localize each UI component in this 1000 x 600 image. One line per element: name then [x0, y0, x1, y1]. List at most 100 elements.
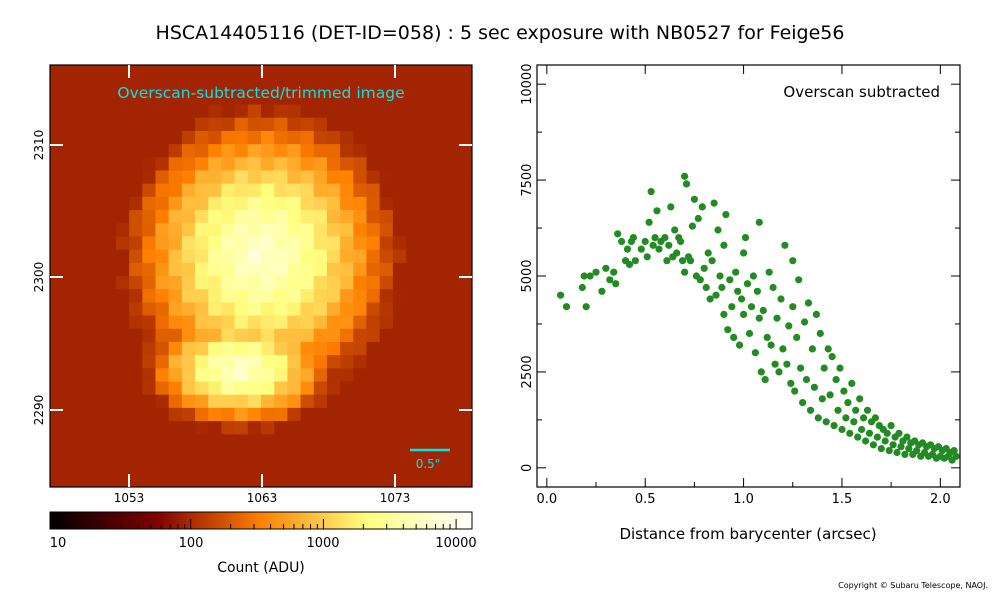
heatmap-cell: [313, 434, 328, 448]
heatmap-cell: [76, 368, 90, 382]
heatmap-cell: [50, 223, 64, 237]
heatmap-cell: [129, 144, 143, 158]
heatmap-cell: [129, 170, 143, 185]
heatmap-cell: [221, 341, 236, 356]
heatmap-cell: [392, 341, 407, 356]
heatmap-cell: [76, 328, 90, 343]
heatmap-cell: [181, 262, 196, 277]
heatmap-cell: [392, 236, 407, 251]
heatmap-cell: [115, 117, 130, 132]
heatmap-cell: [326, 460, 341, 475]
heatmap-cell: [419, 381, 433, 396]
heatmap-cell: [221, 276, 236, 290]
heatmap-cell: [129, 236, 143, 251]
heatmap-cell: [458, 210, 473, 224]
heatmap-cell: [445, 460, 460, 475]
heatmap-cell: [221, 434, 236, 448]
heatmap-cell: [102, 434, 117, 448]
heatmap-cell: [379, 447, 394, 462]
heatmap-cell: [366, 78, 381, 92]
image-ticks: [50, 65, 472, 487]
heatmap-cell: [287, 157, 301, 171]
scatter-point: [860, 414, 868, 422]
heatmap-cell: [379, 341, 394, 356]
heatmap-cell: [326, 302, 341, 316]
heatmap-cell: [234, 170, 249, 185]
heatmap-cell: [300, 170, 315, 185]
heatmap-cell: [247, 368, 262, 382]
heatmap-cell: [419, 144, 433, 158]
heatmap-cell: [419, 368, 433, 382]
scatter-point: [706, 295, 714, 303]
heatmap-cell: [195, 196, 209, 211]
heatmap-cell: [419, 315, 433, 330]
heatmap-cell: [340, 276, 354, 290]
heatmap-cell: [142, 130, 156, 145]
heatmap-cell: [63, 130, 77, 145]
heatmap-cell: [445, 170, 460, 185]
heatmap-cell: [261, 262, 275, 277]
heatmap-cell: [208, 421, 222, 435]
heatmap-cell: [366, 196, 381, 211]
plot-area: [536, 64, 961, 488]
heatmap-cell: [102, 355, 117, 369]
heatmap-cell: [142, 157, 156, 171]
heatmap-cell: [353, 328, 367, 343]
scatter-point: [651, 234, 659, 242]
heatmap-cell: [155, 407, 170, 422]
heatmap-cell: [155, 341, 170, 356]
heatmap-cell: [458, 249, 473, 264]
heatmap-cell: [168, 144, 183, 158]
heatmap-cell: [274, 368, 288, 382]
heatmap-cell: [221, 355, 236, 369]
heatmap-cell: [195, 262, 209, 277]
heatmap-cell: [300, 78, 315, 92]
heatmap-cell: [326, 249, 341, 264]
heatmap-cell: [353, 196, 367, 211]
heatmap-cell: [379, 434, 394, 448]
heatmap-cell: [247, 302, 262, 316]
heatmap-cell: [102, 144, 117, 158]
heatmap-cell: [129, 249, 143, 264]
scatter-point: [677, 237, 685, 246]
heatmap-cell: [458, 460, 473, 475]
heatmap-cell: [247, 144, 262, 158]
heatmap-cell: [234, 381, 249, 396]
heatmap-cell: [300, 355, 315, 369]
heatmap-cell: [234, 447, 249, 462]
heatmap-cell: [353, 236, 367, 251]
heatmap-cell: [287, 447, 301, 462]
heatmap-cell: [458, 170, 473, 185]
x-tick-label: 1.0: [733, 492, 754, 507]
image-caption: Overscan-subtracted/trimmed image: [117, 84, 404, 102]
heatmap-cell: [458, 355, 473, 369]
heatmap-cell: [287, 302, 301, 316]
heatmap-cell: [63, 249, 77, 264]
heatmap-cell: [76, 276, 90, 290]
scatter-point: [710, 199, 718, 207]
heatmap-cell: [261, 341, 275, 356]
heatmap-cell: [261, 276, 275, 290]
heatmap-cell: [458, 447, 473, 462]
heatmap-cell: [340, 315, 354, 330]
heatmap-cell: [115, 315, 130, 330]
heatmap-cell: [340, 368, 354, 382]
heatmap-cell: [274, 276, 288, 290]
heatmap-cell: [89, 381, 104, 396]
heatmap-cell: [432, 368, 447, 382]
heatmap-cell: [129, 262, 143, 277]
heatmap-cell: [261, 447, 275, 462]
heatmap-cell: [326, 210, 341, 224]
heatmap-cell: [326, 315, 341, 330]
heatmap-cell: [208, 104, 222, 119]
heatmap-cell: [366, 473, 381, 488]
scatter-point: [643, 253, 651, 261]
heatmap-cell: [234, 65, 249, 79]
heatmap-cell: [76, 407, 90, 422]
heatmap-cell: [340, 223, 354, 237]
heatmap-cell: [379, 381, 394, 396]
heatmap-cell: [234, 91, 249, 105]
heatmap-image: [50, 65, 473, 488]
scatter-point: [789, 303, 797, 311]
scatter-point: [759, 306, 767, 315]
